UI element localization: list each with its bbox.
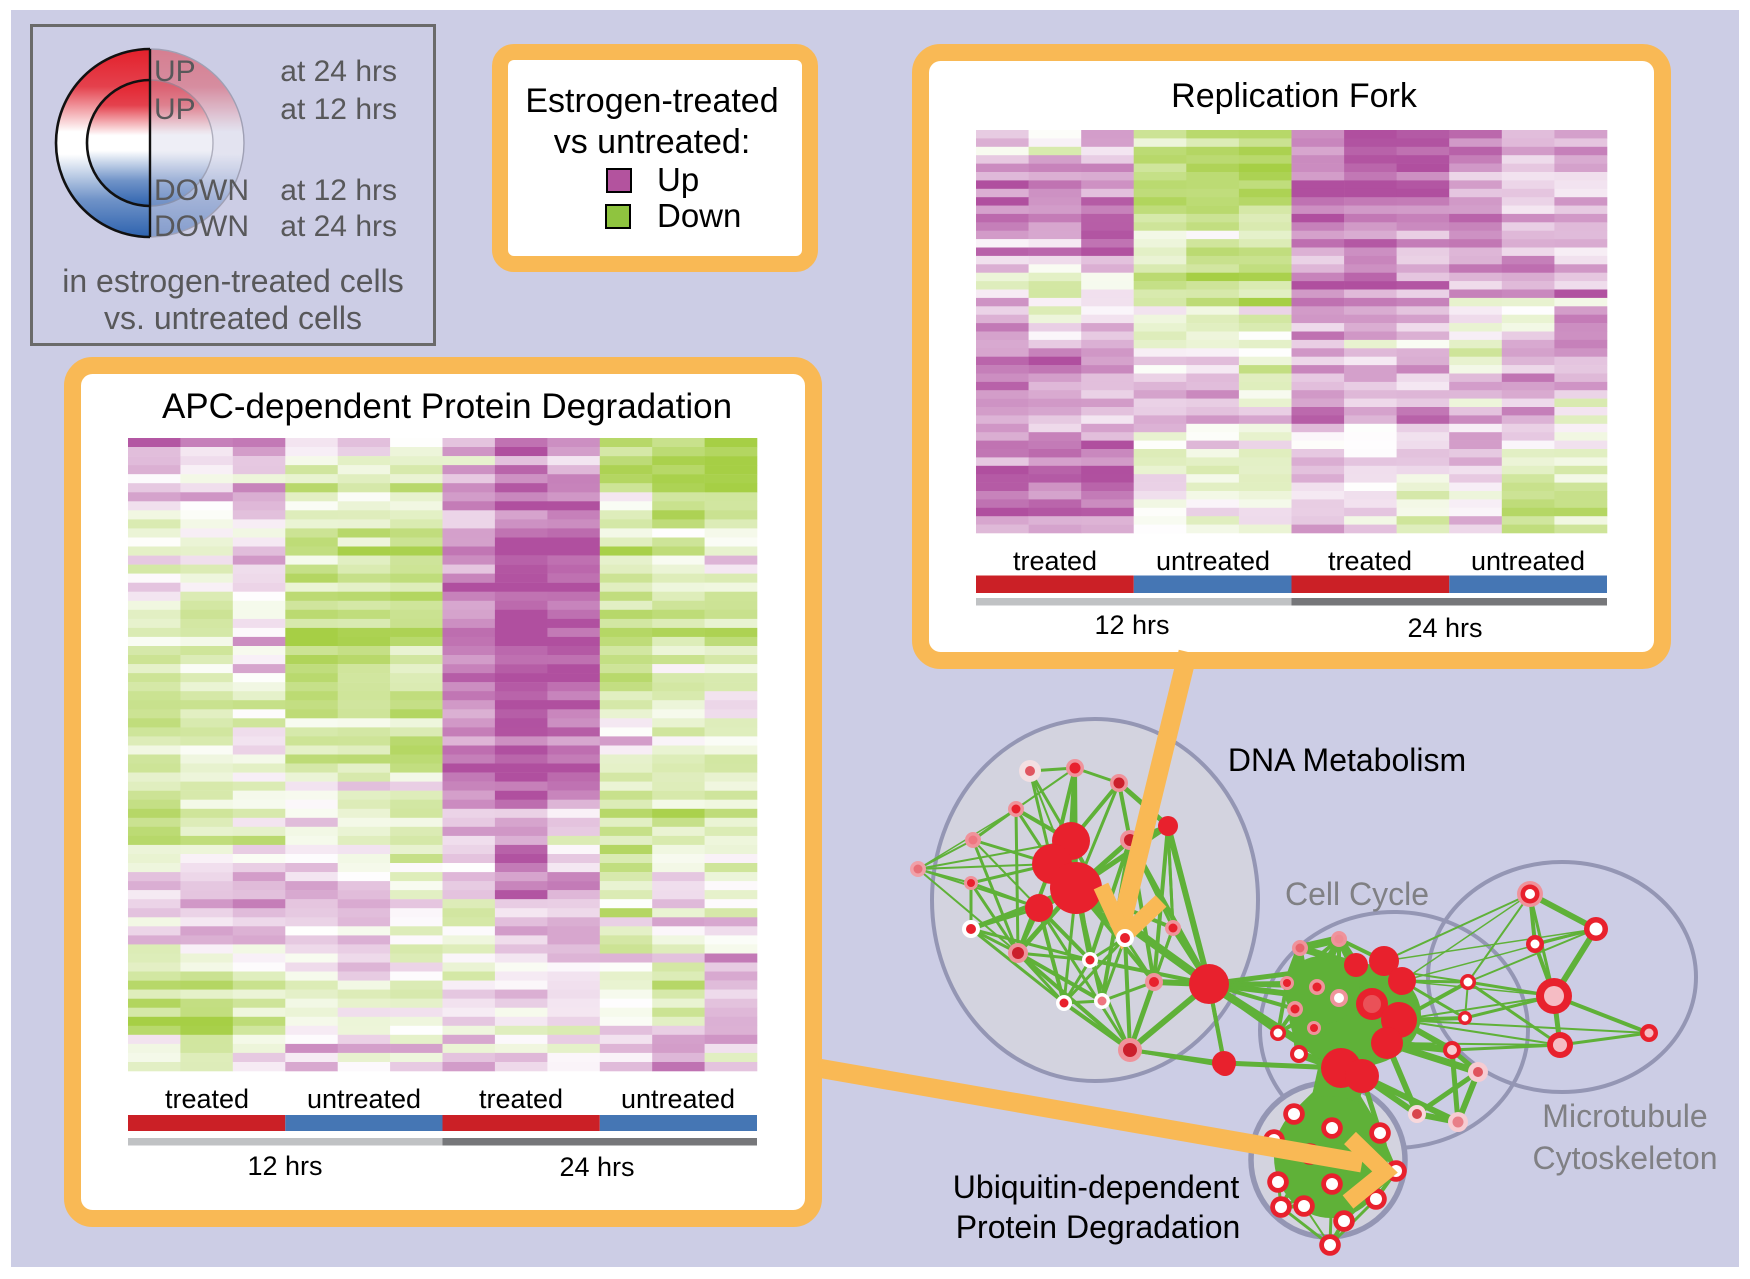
svg-text:treated: treated <box>1013 546 1097 576</box>
svg-text:12 hrs: 12 hrs <box>247 1151 322 1181</box>
svg-text:12 hrs: 12 hrs <box>1094 610 1169 640</box>
svg-text:Replication Fork: Replication Fork <box>1171 77 1418 115</box>
svg-text:vs untreated:: vs untreated: <box>554 123 751 161</box>
svg-text:Cytoskeleton: Cytoskeleton <box>1533 1140 1718 1176</box>
svg-text:UP: UP <box>154 55 196 88</box>
svg-text:24 hrs: 24 hrs <box>559 1152 634 1182</box>
svg-text:Cell Cycle: Cell Cycle <box>1285 876 1429 912</box>
svg-text:DOWN: DOWN <box>154 174 249 207</box>
svg-text:at 24 hrs: at 24 hrs <box>280 55 397 88</box>
svg-text:Microtubule: Microtubule <box>1542 1098 1707 1134</box>
svg-text:untreated: untreated <box>1471 546 1585 576</box>
svg-text:DNA Metabolism: DNA Metabolism <box>1228 742 1466 778</box>
svg-text:Down: Down <box>657 197 741 234</box>
svg-text:at 12 hrs: at 12 hrs <box>280 174 397 207</box>
svg-text:Estrogen-treated: Estrogen-treated <box>525 82 778 120</box>
svg-text:Protein Degradation: Protein Degradation <box>956 1209 1241 1245</box>
svg-text:Up: Up <box>657 161 699 198</box>
svg-text:untreated: untreated <box>307 1084 421 1114</box>
svg-text:treated: treated <box>1328 546 1412 576</box>
svg-text:untreated: untreated <box>1156 546 1270 576</box>
svg-text:at 12 hrs: at 12 hrs <box>280 93 397 126</box>
svg-text:in estrogen-treated cells: in estrogen-treated cells <box>62 263 404 299</box>
svg-text:untreated: untreated <box>621 1084 735 1114</box>
svg-text:Ubiquitin-dependent: Ubiquitin-dependent <box>953 1169 1240 1205</box>
svg-text:UP: UP <box>154 93 196 126</box>
svg-text:DOWN: DOWN <box>154 210 249 243</box>
svg-text:vs. untreated cells: vs. untreated cells <box>104 300 362 336</box>
svg-text:APC-dependent Protein Degradat: APC-dependent Protein Degradation <box>162 387 732 426</box>
svg-text:treated: treated <box>479 1084 563 1114</box>
svg-text:treated: treated <box>165 1084 249 1114</box>
svg-text:at 24 hrs: at 24 hrs <box>280 210 397 243</box>
svg-text:24 hrs: 24 hrs <box>1407 613 1482 643</box>
